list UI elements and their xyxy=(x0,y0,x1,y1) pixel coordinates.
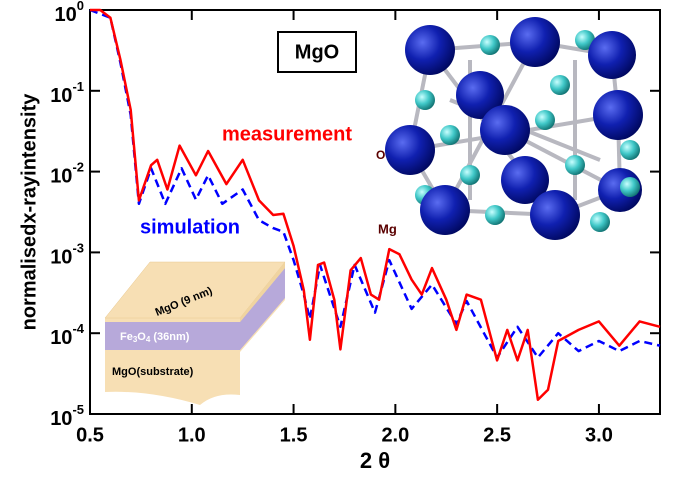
text: 3 xyxy=(133,335,138,344)
text: (36nm) xyxy=(150,331,189,343)
y-tick-label: 10-4 xyxy=(50,322,85,350)
x-tick-label: 2.0 xyxy=(381,424,409,446)
atom-label: O xyxy=(376,148,385,162)
y-tick-exp: -2 xyxy=(72,160,84,175)
y-tick-exp: -4 xyxy=(72,322,84,337)
y-tick-label: 10-3 xyxy=(50,241,84,269)
y-tick-base: 10 xyxy=(50,166,72,188)
y-tick-base: 10 xyxy=(50,85,72,107)
x-tick-label: 0.5 xyxy=(76,424,104,446)
y-tick-exp: 0 xyxy=(77,0,84,13)
y-tick-exp: -5 xyxy=(72,402,84,417)
y-tick-label: 10-5 xyxy=(50,402,84,430)
y-tick-label: 10-1 xyxy=(50,79,84,107)
text: Fe xyxy=(120,331,133,343)
series-label: simulation xyxy=(140,216,240,238)
y-tick-label: 100 xyxy=(55,0,84,26)
layer-label: Fe3O4 (36nm) xyxy=(120,331,190,344)
atom-label: Mg xyxy=(378,221,397,236)
y-tick-exp: -3 xyxy=(72,241,84,256)
plot-frame xyxy=(89,9,661,415)
x-tick-label: 2.5 xyxy=(483,424,511,446)
x-tick-label: 1.5 xyxy=(280,424,308,446)
layer-sketch xyxy=(104,261,286,405)
series-line xyxy=(90,8,661,402)
text: 4 xyxy=(146,335,151,344)
x-tick-label: 1.0 xyxy=(178,424,206,446)
y-tick-base: 10 xyxy=(50,408,72,430)
y-tick-label: 10-2 xyxy=(50,160,84,188)
box-label: MgO xyxy=(295,41,339,63)
y-tick-exp: -1 xyxy=(72,79,84,94)
y-tick-base: 10 xyxy=(50,247,72,269)
y-axis-label: normalisedx-rayintensity xyxy=(18,93,40,331)
x-axis-label: 2 θ xyxy=(360,448,390,473)
y-tick-base: 10 xyxy=(50,327,72,349)
label-box xyxy=(277,31,357,73)
crystal-structure xyxy=(385,17,643,240)
layer-label: MgO(substrate) xyxy=(112,366,194,378)
x-tick-label: 3.0 xyxy=(585,424,613,446)
text: O xyxy=(137,331,146,343)
y-tick-base: 10 xyxy=(55,4,77,26)
series-label: measurement xyxy=(222,123,352,145)
